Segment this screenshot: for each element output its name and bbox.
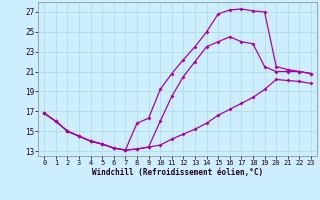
X-axis label: Windchill (Refroidissement éolien,°C): Windchill (Refroidissement éolien,°C) <box>92 168 263 177</box>
